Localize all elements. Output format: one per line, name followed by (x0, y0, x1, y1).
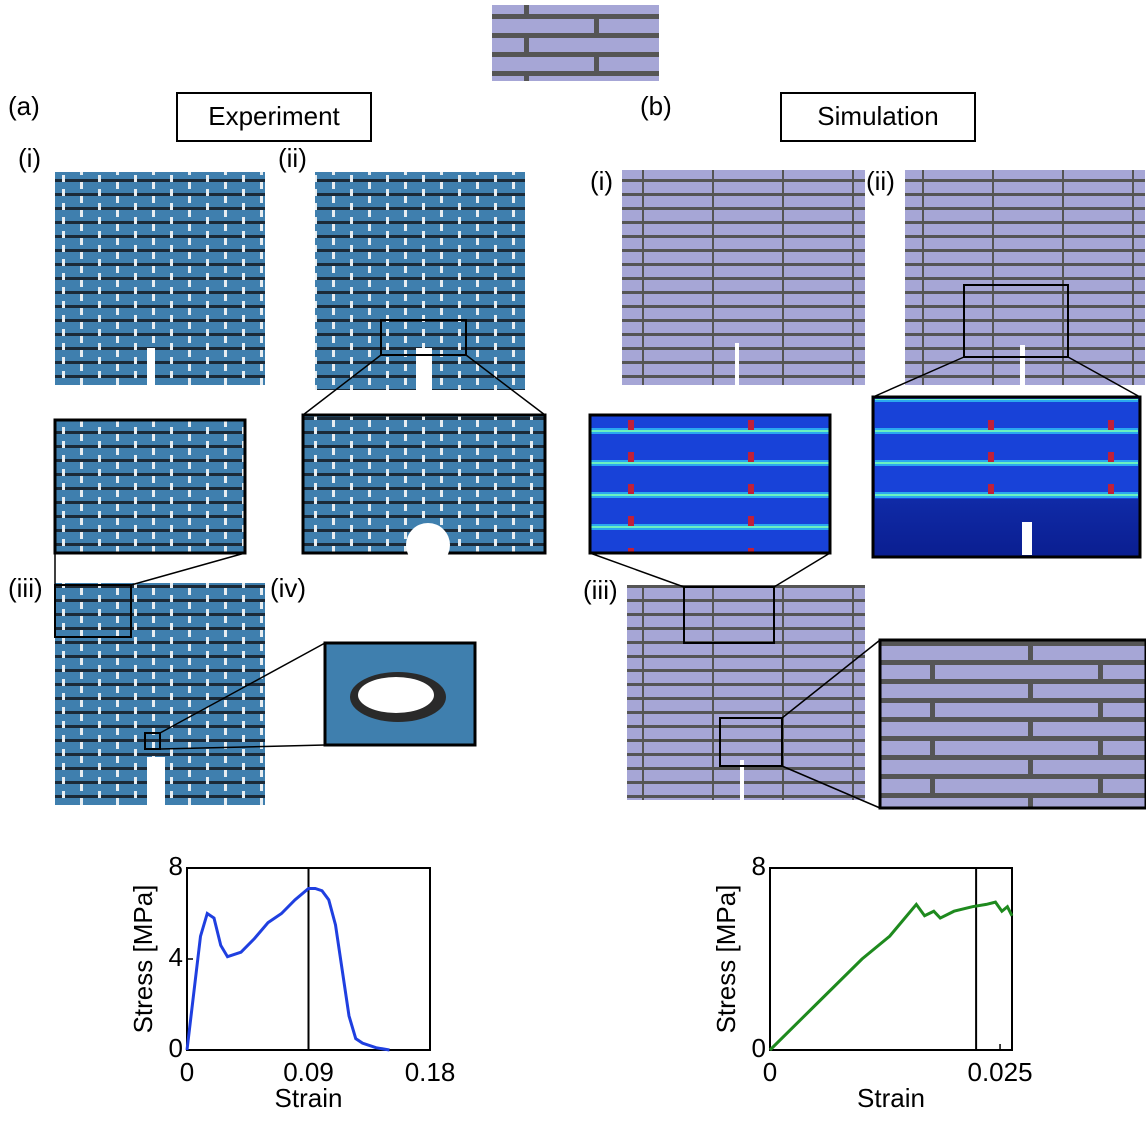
zoom-image (880, 640, 1146, 808)
figure: (a) (b) Experiment Simulation (i) (ii) (… (0, 0, 1146, 1120)
zoom-line (774, 553, 830, 587)
panel-label: (a) (8, 91, 40, 121)
x-tick-label: 0.18 (405, 1057, 456, 1087)
panel-label: (ii) (866, 166, 895, 196)
panel-label: (i) (18, 143, 41, 173)
zoom-line (131, 553, 245, 585)
notch (147, 348, 155, 385)
notch (1022, 522, 1032, 555)
panel-label: (iii) (8, 573, 43, 603)
y-tick-label: 4 (169, 942, 183, 972)
panel-label: (i) (590, 166, 613, 196)
y-axis-label: Stress [MPa] (128, 885, 158, 1034)
x-axis-label: Strain (275, 1083, 343, 1113)
y-axis-label: Stress [MPa] (711, 885, 741, 1034)
notch (1020, 345, 1025, 385)
simulation-image (622, 170, 865, 385)
y-tick-label: 0 (752, 1033, 766, 1063)
heatmap-image (590, 415, 830, 553)
y-tick-label: 8 (752, 851, 766, 881)
panel-label: (iv) (270, 573, 306, 603)
brick-inset (492, 5, 659, 81)
data-line (187, 888, 390, 1050)
page: {"labels": {"a": "(a)", "b": "(b)", "exp… (0, 0, 1146, 1125)
zoom-image (55, 420, 245, 553)
crack (358, 677, 434, 713)
y-tick-label: 8 (169, 851, 183, 881)
y-tick-label: 0 (169, 1033, 183, 1063)
x-tick-label: 0.025 (967, 1057, 1032, 1087)
panel-label: (iii) (583, 575, 618, 605)
notch (735, 343, 739, 385)
hole (406, 523, 450, 567)
section-title: Simulation (817, 101, 938, 131)
panel-label: (ii) (278, 143, 307, 173)
notch (147, 757, 165, 805)
section-title: Experiment (208, 101, 340, 131)
experiment-image (55, 172, 265, 385)
heatmap-image (875, 399, 1138, 499)
x-axis-label: Strain (857, 1083, 925, 1113)
panel-label: (b) (640, 91, 672, 121)
simulation-image (627, 585, 865, 800)
